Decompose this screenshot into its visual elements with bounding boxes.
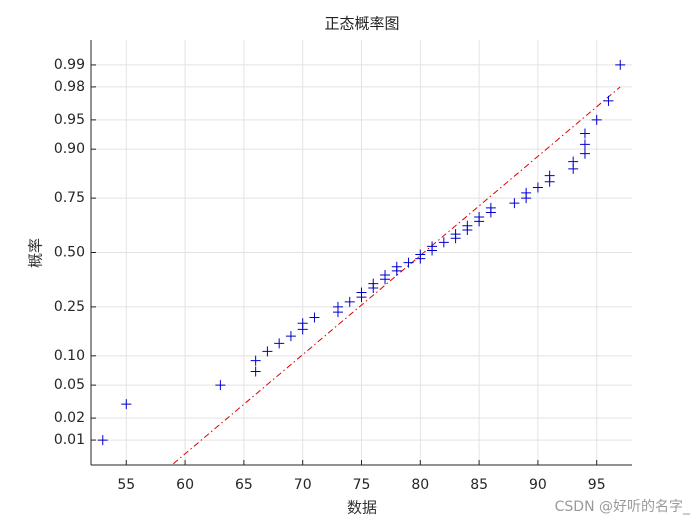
data-point [344, 296, 355, 307]
data-point [532, 182, 543, 193]
chart-title: 正态概率图 [324, 15, 399, 33]
data-point [591, 114, 602, 125]
data-point [121, 399, 132, 410]
data-point [462, 220, 473, 231]
data-point [262, 346, 273, 357]
y-tick-label: 0.10 [54, 348, 85, 364]
y-tick-label: 0.98 [54, 79, 85, 95]
data-point [368, 278, 379, 289]
x-tick-label: 90 [529, 477, 547, 493]
data-point [438, 237, 449, 248]
data-point [415, 249, 426, 260]
data-point [579, 148, 590, 159]
data-point [603, 95, 614, 106]
y-tick-label: 0.99 [54, 57, 85, 73]
data-point [274, 338, 285, 349]
data-point [450, 229, 461, 240]
data-point [391, 261, 402, 272]
x-tick-label: 85 [470, 477, 488, 493]
data-point [297, 318, 308, 329]
watermark: CSDN @好听的名字_ [555, 499, 691, 515]
data-point [485, 202, 496, 213]
x-tick-label: 80 [411, 477, 429, 493]
data-point [521, 187, 532, 198]
data-point [568, 156, 579, 167]
data-point [509, 198, 520, 209]
data-point [579, 139, 590, 150]
y-tick-label: 0.05 [54, 377, 85, 393]
x-tick-label: 65 [235, 477, 253, 493]
x-tick-label: 75 [353, 477, 371, 493]
data-point [285, 331, 296, 342]
y-axis-label: 概率 [27, 238, 45, 268]
data-point [332, 301, 343, 312]
y-tick-label: 0.75 [54, 190, 85, 206]
x-axis-label: 数据 [347, 499, 377, 517]
y-tick-label: 0.02 [54, 410, 85, 426]
x-tick-label: 70 [294, 477, 312, 493]
reference-line [173, 86, 621, 465]
data-point [97, 435, 108, 446]
data-point [380, 270, 391, 281]
data-point [250, 366, 261, 377]
x-tick-label: 95 [588, 477, 606, 493]
data-point [474, 212, 485, 223]
y-tick-label: 0.90 [54, 141, 85, 157]
data-point [356, 287, 367, 298]
data-point [427, 241, 438, 252]
y-tick-label: 0.95 [54, 112, 85, 128]
data-point [579, 128, 590, 139]
y-tick-label: 0.50 [54, 245, 85, 261]
data-point [309, 312, 320, 323]
data-point [250, 355, 261, 366]
y-tick-label: 0.01 [54, 432, 85, 448]
data-point [215, 380, 226, 391]
y-tick-label: 0.25 [54, 299, 85, 315]
data-point [615, 59, 626, 70]
x-tick-label: 55 [117, 477, 135, 493]
x-tick-label: 60 [176, 477, 194, 493]
data-point [403, 257, 414, 268]
data-point [544, 170, 555, 181]
